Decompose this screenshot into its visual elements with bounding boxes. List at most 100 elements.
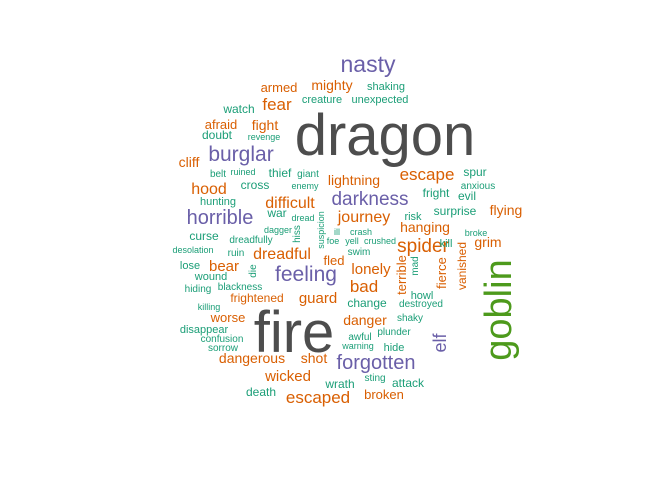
word-doubt: doubt — [202, 128, 233, 142]
word-crushed: crushed — [364, 236, 396, 246]
word-awful: awful — [348, 332, 371, 343]
word-mighty: mighty — [311, 77, 352, 93]
word-sting: sting — [364, 373, 385, 384]
word-swim: swim — [348, 247, 371, 258]
word-enemy: enemy — [291, 181, 319, 191]
word-confusion: confusion — [201, 334, 244, 345]
word-plunder: plunder — [377, 327, 411, 338]
word-escaped: escaped — [286, 388, 350, 407]
word-ruined: ruined — [230, 167, 255, 177]
word-lonely: lonely — [351, 261, 391, 278]
word-war: war — [266, 206, 286, 220]
word-hide: hide — [384, 342, 405, 354]
word-kill: kill — [440, 238, 453, 250]
word-goblin: goblin — [478, 259, 520, 360]
word-danger: danger — [343, 312, 387, 328]
word-curse: curse — [189, 229, 219, 243]
word-escape: escape — [400, 165, 455, 184]
word-dreadful: dreadful — [253, 246, 311, 263]
word-journey: journey — [337, 209, 390, 226]
word-horrible: horrible — [187, 207, 254, 229]
word-fight: fight — [252, 117, 279, 133]
word-death: death — [246, 385, 276, 399]
word-fire: fire — [254, 300, 335, 365]
word-shot: shot — [301, 350, 328, 366]
word-sorrow: sorrow — [208, 343, 239, 354]
word-suspicion: suspicion — [316, 211, 326, 249]
word-fierce: fierce — [434, 257, 449, 289]
word-worse: worse — [210, 310, 246, 325]
word-mad: mad — [410, 256, 421, 275]
word-bear: bear — [209, 258, 239, 275]
word-lose: lose — [180, 260, 200, 272]
word-giant: giant — [297, 169, 319, 180]
word-bad: bad — [350, 277, 378, 296]
word-revenge: revenge — [248, 132, 281, 142]
word-ill: ill — [334, 227, 340, 237]
word-fright: fright — [423, 186, 450, 200]
word-disappear: disappear — [180, 324, 229, 336]
word-guard: guard — [299, 290, 337, 307]
word-grim: grim — [474, 234, 501, 250]
word-feeling: feeling — [275, 263, 337, 286]
word-fled: fled — [324, 253, 345, 268]
word-desolation: desolation — [172, 245, 213, 255]
word-dragon: dragon — [295, 103, 476, 168]
word-cross: cross — [241, 178, 270, 192]
word-thief: thief — [269, 166, 292, 180]
word-spider: elf — [430, 332, 450, 352]
word-killing: killing — [198, 302, 221, 312]
word-howl: howl — [411, 290, 434, 302]
word-change: change — [347, 296, 387, 310]
word-lightning: lightning — [328, 172, 380, 188]
word-hanging: hanging — [400, 219, 450, 235]
word-shaking: shaking — [367, 81, 405, 93]
word-foe: foe — [327, 236, 340, 246]
word-crash: crash — [350, 227, 372, 237]
word-unexpected: unexpected — [352, 94, 409, 106]
word-forgotten: forgotten — [337, 352, 416, 374]
word-dreadfully: dreadfully — [229, 235, 272, 246]
word-vanished: vanished — [455, 242, 469, 290]
word-yell: yell — [345, 236, 359, 246]
word-fear: fear — [262, 95, 292, 114]
word-watch: watch — [222, 102, 254, 116]
word-darkness: darkness — [331, 189, 408, 210]
word-warning: warning — [341, 341, 374, 351]
word-wound: wound — [194, 271, 227, 283]
word-anxious: anxious — [461, 181, 495, 192]
word-frightened: frightened — [230, 291, 283, 305]
word-difficult: difficult — [265, 195, 315, 212]
word-hunting: hunting — [200, 196, 236, 208]
word-hood: hood — [191, 181, 227, 198]
word-hiss: hiss — [292, 225, 303, 243]
word-dread: dread — [291, 213, 314, 223]
word-surprise: surprise — [434, 204, 477, 218]
word-die: die — [248, 264, 259, 278]
word-flying: flying — [490, 202, 523, 218]
word-creature: creature — [302, 94, 342, 106]
word-broke: broke — [465, 228, 488, 238]
word-elf: spider — [397, 236, 449, 257]
word-shaky: shaky — [397, 313, 423, 324]
word-belt: belt — [210, 169, 226, 180]
word-evil: evil — [458, 189, 476, 203]
word-dagger: dagger — [264, 225, 292, 235]
word-armed: armed — [261, 80, 298, 95]
word-destroyed: destroyed — [399, 299, 443, 310]
word-broken: broken — [364, 387, 404, 402]
word-attack: attack — [392, 376, 425, 390]
word-terrible: terrible — [394, 255, 409, 295]
word-ruin: ruin — [228, 248, 245, 259]
word-nasty: nasty — [341, 51, 396, 77]
word-cliff: cliff — [179, 154, 200, 170]
word-afraid: afraid — [205, 117, 238, 132]
word-wrath: wrath — [324, 377, 354, 391]
word-risk: risk — [404, 211, 422, 223]
word-dangerous: dangerous — [219, 350, 285, 366]
word-burglar: burglar — [208, 143, 273, 166]
word-wicked: wicked — [264, 368, 311, 385]
word-hiding: hiding — [185, 284, 212, 295]
word-blackness: blackness — [218, 282, 262, 293]
